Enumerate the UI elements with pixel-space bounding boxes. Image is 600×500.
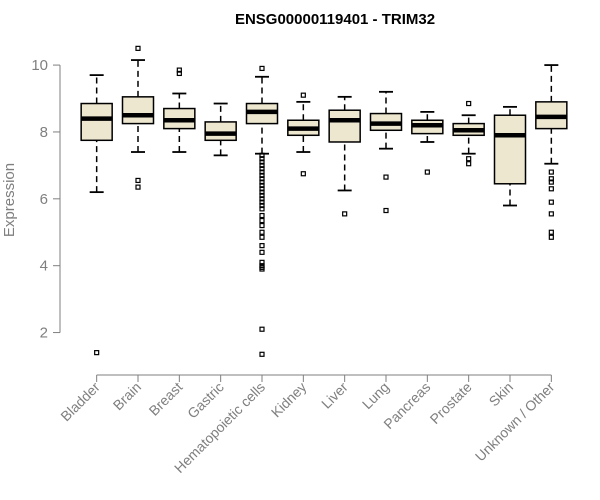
outlier-point bbox=[135, 177, 141, 184]
iqr-box bbox=[80, 102, 113, 142]
outlier-point bbox=[259, 65, 265, 72]
y-tick-label: 2 bbox=[40, 325, 48, 342]
outlier-point bbox=[383, 174, 389, 180]
outlier-point bbox=[135, 45, 141, 51]
outlier-point bbox=[300, 92, 306, 98]
outlier-point bbox=[259, 199, 265, 205]
box-group bbox=[369, 90, 403, 214]
outlier-point bbox=[259, 229, 265, 235]
outlier-point bbox=[259, 234, 265, 240]
x-tick-label: Brain bbox=[110, 379, 144, 413]
outlier-point bbox=[176, 70, 182, 77]
outlier-point bbox=[259, 152, 265, 158]
box-group bbox=[80, 74, 113, 356]
outlier-point bbox=[135, 184, 141, 190]
outlier-point bbox=[176, 67, 182, 73]
x-tick-label: Kidney bbox=[268, 379, 310, 421]
iqr-box bbox=[328, 109, 361, 143]
outlier-point bbox=[466, 161, 472, 167]
outlier-point bbox=[259, 196, 265, 202]
outlier-point bbox=[259, 351, 265, 357]
outlier-point bbox=[548, 169, 554, 175]
outlier-point bbox=[259, 182, 265, 189]
box-group bbox=[287, 92, 320, 177]
chart-title: ENSG00000119401 - TRIM32 bbox=[235, 11, 435, 28]
y-tick-label: 10 bbox=[31, 57, 48, 74]
box-group bbox=[328, 95, 361, 217]
outlier-point bbox=[259, 189, 265, 195]
outlier-point bbox=[259, 172, 265, 179]
outlier-point bbox=[259, 217, 265, 224]
box-group bbox=[452, 100, 485, 167]
outlier-point bbox=[259, 202, 265, 209]
iqr-box bbox=[204, 121, 237, 142]
outlier-point bbox=[259, 249, 265, 255]
outlier-point bbox=[383, 207, 389, 214]
outlier-point bbox=[300, 171, 306, 177]
y-axis: 2 4 6 8 10 bbox=[31, 57, 61, 342]
outlier-point bbox=[548, 234, 554, 240]
outlier-point bbox=[259, 162, 265, 168]
iqr-box bbox=[493, 114, 527, 185]
outlier-point bbox=[548, 211, 554, 217]
outlier-point bbox=[259, 186, 265, 192]
outlier-point bbox=[94, 350, 100, 356]
outlier-point bbox=[259, 212, 265, 219]
y-tick-label: 4 bbox=[40, 258, 48, 275]
outlier-point bbox=[259, 222, 265, 229]
box-group bbox=[163, 67, 196, 153]
box-group bbox=[121, 45, 155, 190]
y-tick-label: 6 bbox=[40, 191, 48, 208]
y-axis-label: Expression bbox=[1, 163, 18, 237]
iqr-box bbox=[121, 96, 155, 125]
outlier-point bbox=[259, 243, 265, 249]
outlier-point bbox=[548, 179, 554, 185]
x-tick-label: Bladder bbox=[57, 379, 103, 425]
x-tick-label: Lung bbox=[359, 379, 392, 412]
outlier-point bbox=[259, 179, 265, 185]
x-tick-label: Breast bbox=[146, 379, 186, 419]
outlier-point bbox=[342, 211, 348, 217]
box-group bbox=[493, 105, 527, 207]
outlier-point bbox=[259, 166, 265, 172]
x-tick-label: Skin bbox=[486, 379, 517, 410]
box-group bbox=[204, 102, 237, 157]
outlier-point bbox=[466, 100, 472, 107]
outlier-point bbox=[259, 159, 265, 165]
plot-area bbox=[80, 45, 568, 357]
outlier-point bbox=[259, 176, 265, 182]
box-group bbox=[245, 65, 279, 357]
outlier-point bbox=[259, 169, 265, 175]
outlier-point bbox=[259, 266, 265, 272]
outlier-point bbox=[466, 156, 472, 162]
y-tick-label: 8 bbox=[40, 124, 48, 141]
outlier-point bbox=[548, 176, 554, 182]
outlier-point bbox=[259, 192, 265, 199]
outlier-point bbox=[259, 259, 265, 265]
box-group bbox=[411, 110, 444, 175]
box-group bbox=[535, 64, 568, 240]
outlier-point bbox=[548, 199, 554, 205]
outlier-point bbox=[424, 169, 430, 175]
outlier-point bbox=[259, 156, 265, 162]
outlier-point bbox=[259, 206, 265, 212]
outlier-point bbox=[548, 186, 554, 192]
x-tick-label: Prostate bbox=[427, 379, 475, 427]
outlier-point bbox=[548, 229, 554, 235]
x-tick-label: Liver bbox=[318, 379, 351, 412]
outlier-point bbox=[259, 326, 265, 332]
